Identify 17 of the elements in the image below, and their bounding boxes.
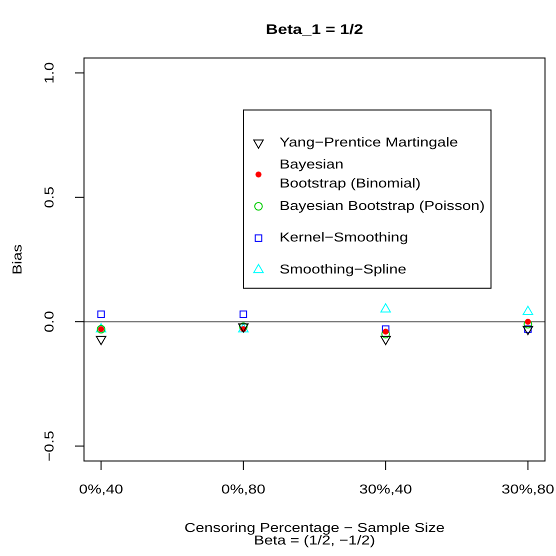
legend-label: Smoothing−Spline (279, 262, 406, 278)
x-tick-label: 0%,80 (221, 482, 266, 498)
y-tick-label: −0.5 (42, 430, 58, 462)
chart-title: Beta_1 = 1/2 (266, 22, 364, 38)
legend-label: Bayesian Bootstrap (Poisson) (279, 199, 485, 214)
legend-label: Yang−Prentice Martingale (279, 135, 458, 150)
y-tick-label: 0.0 (42, 310, 58, 333)
y-axis-title: Bias (10, 244, 26, 275)
text: Beta = (1/2, −1/2) (254, 534, 376, 548)
y-tick-label: 1.0 (42, 62, 58, 84)
x-tick-label: 30%,40 (359, 482, 412, 498)
legend-label: Bayesian Bootstrap (Binomial) (279, 158, 421, 192)
y-tick-label: 0.5 (42, 186, 58, 208)
x-tick-label: 30%,80 (501, 482, 554, 498)
x-tick-label: 0%,40 (78, 482, 124, 498)
x-axis-title: Censoring Percentage − Sample Size (184, 521, 445, 536)
legend-label: Kernel−Smoothing (279, 230, 408, 246)
